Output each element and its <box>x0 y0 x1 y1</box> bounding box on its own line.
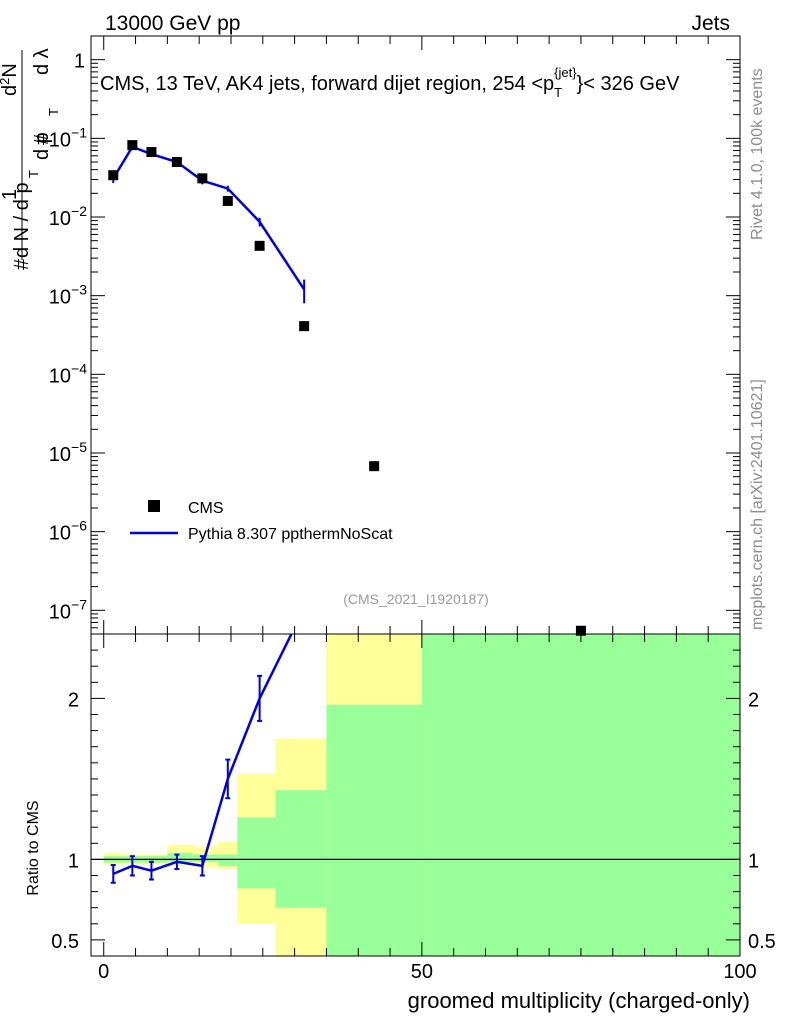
data-marks <box>108 140 586 884</box>
mc-line <box>112 145 306 291</box>
y-label-d2: d p <box>31 132 53 160</box>
tick-base: 10 <box>49 208 71 230</box>
legend-cms-marker <box>148 500 160 512</box>
mcplots-label: mcplots.cern.ch [arXiv:2401.10621] <box>749 379 766 630</box>
header-right-text: Jets <box>691 12 730 35</box>
y-label-d2n: d2N <box>0 63 21 96</box>
tick-base: 10 <box>49 365 71 387</box>
x-axis-label: groomed multiplicity (charged-only) <box>408 988 750 1013</box>
title-prefix: CMS, 13 TeV, AK4 jets, forward dijet reg… <box>100 73 554 95</box>
ratio-y-tick-label-2: 2 <box>68 689 79 711</box>
y-label-one: 1 <box>0 189 21 200</box>
main-y-axis-label: # d N / d p 1 T d p T # d λ d2N <box>0 48 61 270</box>
ratio-y-tick-label-right-2: 2 <box>748 689 759 711</box>
tick-exponent: −2 <box>71 203 87 219</box>
main-y-tick-label-2: 10−5 <box>49 439 87 466</box>
tick-base: 10 <box>49 129 71 151</box>
y-label-n: N <box>0 63 21 77</box>
cms-point-1 <box>127 140 138 151</box>
ratio-y-tick-label-right-1: 1 <box>748 850 759 872</box>
analysis-id-annotation: (CMS_2021_I1920187) <box>343 591 489 607</box>
y-label-hash-2: # <box>31 133 53 145</box>
main-y-tick-label-5: 10−2 <box>49 203 87 230</box>
y-label-dlambda: d λ <box>31 48 53 75</box>
y-label-t2: T <box>46 108 61 116</box>
y-label-d: d <box>0 85 21 96</box>
cms-point-2 <box>146 147 157 158</box>
tick-exponent: −4 <box>71 360 87 376</box>
tick-base: 10 <box>49 523 71 545</box>
y-label-t1: T <box>26 170 41 178</box>
tick-exponent: −5 <box>71 439 87 455</box>
main-y-tick-label-6: 10−1 <box>49 124 87 151</box>
x-tick-label-1: 50 <box>411 961 433 983</box>
tick-base: 10 <box>49 444 71 466</box>
ratio-y-tick-label-1: 1 <box>68 850 79 872</box>
tick-exponent: −3 <box>71 282 87 298</box>
y-label-squared: 2 <box>0 78 12 85</box>
cms-point-8 <box>369 461 380 472</box>
header-left-text: 13000 GeV pp <box>105 12 240 35</box>
tick-exponent: −6 <box>71 518 87 534</box>
cms-point-9 <box>575 625 586 636</box>
main-y-tick-label-3: 10−4 <box>49 360 87 387</box>
title-superscript: {jet} <box>554 65 577 80</box>
cms-point-6 <box>254 240 265 251</box>
legend: CMS Pythia 8.307 ppthermNoScat <box>130 500 393 543</box>
tick-exponent: −7 <box>71 596 87 612</box>
band-inner-9 <box>421 634 740 956</box>
band-inner-3 <box>167 852 193 862</box>
band-inner-5 <box>218 854 238 866</box>
x-tick-label-2: 100 <box>723 961 756 983</box>
main-panel-frame <box>90 35 741 635</box>
ratio-y-tick-label-0: 0.5 <box>51 931 79 953</box>
title-subscript: T <box>554 85 562 100</box>
rivet-version-label: Rivet 4.1.0, 100k events <box>749 68 766 240</box>
title-suffix: }< 326 GeV <box>577 73 681 95</box>
cms-point-4 <box>197 173 208 184</box>
cms-point-3 <box>171 157 182 168</box>
legend-cms-label: CMS <box>188 500 224 517</box>
main-y-tick-label-7: 1 <box>74 51 85 73</box>
main-plot-title: CMS, 13 TeV, AK4 jets, forward dijet reg… <box>100 65 680 100</box>
ratio-y-axis-label: Ratio to CMS <box>25 800 42 895</box>
x-tick-label-0: 0 <box>98 961 109 983</box>
legend-pythia-label: Pythia 8.307 ppthermNoScat <box>188 526 393 543</box>
main-y-tick-label-1: 10−6 <box>49 518 87 545</box>
tick-exponent: −1 <box>71 124 87 140</box>
band-inner-6 <box>237 817 276 889</box>
axes-layer: 10−710−610−510−410−310−210−110.5 0.51 12 20… <box>49 35 776 983</box>
cms-point-5 <box>222 195 233 206</box>
main-y-tick-label-4: 10−3 <box>49 282 87 309</box>
cms-point-0 <box>108 170 119 181</box>
ratio-y-tick-label-right-0: 0.5 <box>748 931 776 953</box>
y-label-hash-1: # <box>11 258 33 270</box>
cms-point-7 <box>299 321 310 332</box>
ratio-uncertainty-bands <box>103 634 740 956</box>
tick-base: 10 <box>49 601 71 623</box>
band-inner-8 <box>326 704 422 956</box>
band-inner-7 <box>275 790 327 908</box>
tick-base: 10 <box>49 287 71 309</box>
ratio-mc-line <box>112 634 293 876</box>
main-y-tick-label-0: 10−7 <box>49 596 87 623</box>
